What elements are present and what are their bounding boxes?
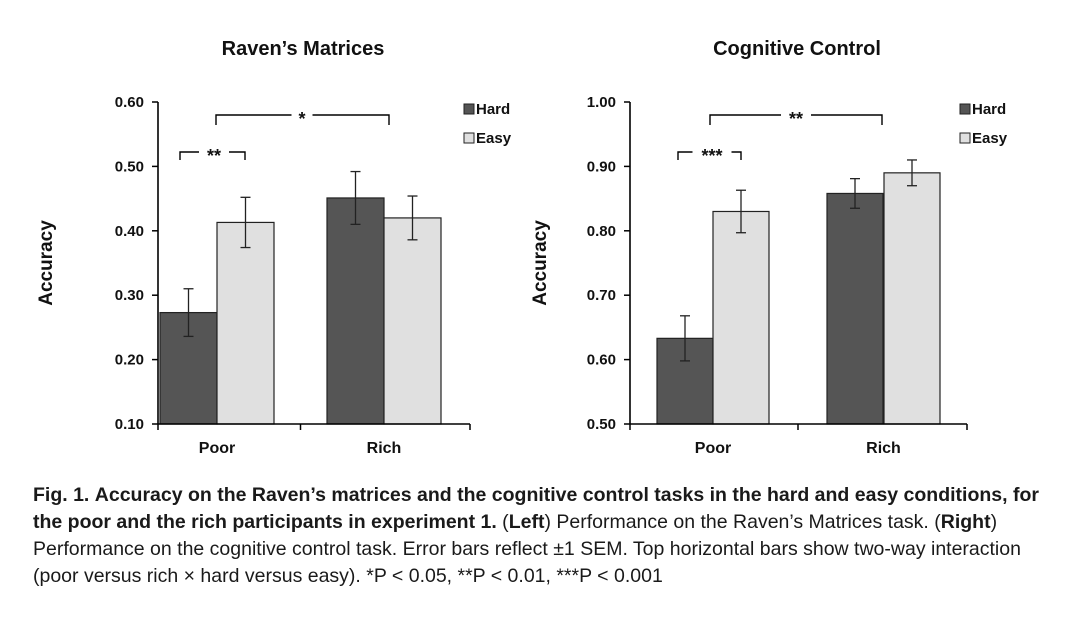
caption-left-tag: Left <box>508 511 545 533</box>
legend-label-hard: Hard <box>476 101 510 118</box>
caption-left-text: Performance on the Raven’s Matrices task… <box>556 511 929 533</box>
caption-fig-label: Fig. 1. <box>33 484 90 506</box>
y-tick-label: 0.50 <box>587 416 616 433</box>
y-tick-label: 0.80 <box>587 223 616 240</box>
x-category-label: Rich <box>367 440 402 457</box>
caption-right-tag: Right <box>940 511 991 533</box>
legend-swatch-hard <box>463 103 475 115</box>
legend-label-easy: Easy <box>972 130 1008 147</box>
y-tick-label: 0.20 <box>115 352 144 369</box>
significance-bracket <box>677 151 742 160</box>
significance-label: ** <box>789 109 803 129</box>
y-axis-label: Accuracy <box>36 220 57 306</box>
x-category-label: Rich <box>866 440 901 457</box>
chart-title: Raven’s Matrices <box>222 38 385 60</box>
significance-label: * <box>298 109 305 129</box>
bar-easy-rich <box>883 172 941 425</box>
bar-hard-rich <box>826 192 884 425</box>
y-tick-label: 0.60 <box>587 352 616 369</box>
y-tick-label: 0.70 <box>587 287 616 304</box>
y-tick-label: 0.30 <box>115 287 144 304</box>
figure-caption: Fig. 1. Accuracy on the Raven’s matrices… <box>33 484 1039 587</box>
bar-easy-poor <box>216 221 275 425</box>
y-tick-label: 0.90 <box>587 158 616 175</box>
significance-label: *** <box>701 146 722 166</box>
bar-easy-poor <box>712 210 770 425</box>
y-axis-label: Accuracy <box>530 220 551 306</box>
chart-title: Cognitive Control <box>713 38 881 60</box>
legend-swatch-hard <box>959 103 971 115</box>
y-tick-label: 0.60 <box>115 94 144 111</box>
legend-label-easy: Easy <box>476 130 512 147</box>
caption-right-text: Performance on the cognitive control tas… <box>33 538 1021 587</box>
legend-swatch-easy <box>959 132 971 144</box>
legend-swatch-easy <box>463 132 475 144</box>
y-tick-label: 0.10 <box>115 416 144 433</box>
figure-svg: Raven’s Matrices Accuracy 0.10 0.20 0.30 0.40… <box>36 38 1008 457</box>
significance-label: ** <box>207 146 221 166</box>
significance-bracket <box>215 114 390 125</box>
bar-hard-rich <box>326 197 385 425</box>
x-category-label: Poor <box>199 440 235 457</box>
y-tick-label: 0.40 <box>115 223 144 240</box>
x-category-label: Poor <box>695 440 731 457</box>
bar-easy-rich <box>383 217 442 425</box>
y-tick-label: 0.50 <box>115 158 144 175</box>
figure: Raven’s Matrices Accuracy 0.10 0.20 0.30 0.40… <box>36 38 1008 457</box>
legend-label-hard: Hard <box>972 101 1006 118</box>
caption-title: Accuracy on the Raven’s matrices and the… <box>33 484 1039 533</box>
y-tick-label: 1.00 <box>587 94 616 111</box>
significance-bracket <box>179 151 246 160</box>
significance-bracket <box>709 114 883 125</box>
